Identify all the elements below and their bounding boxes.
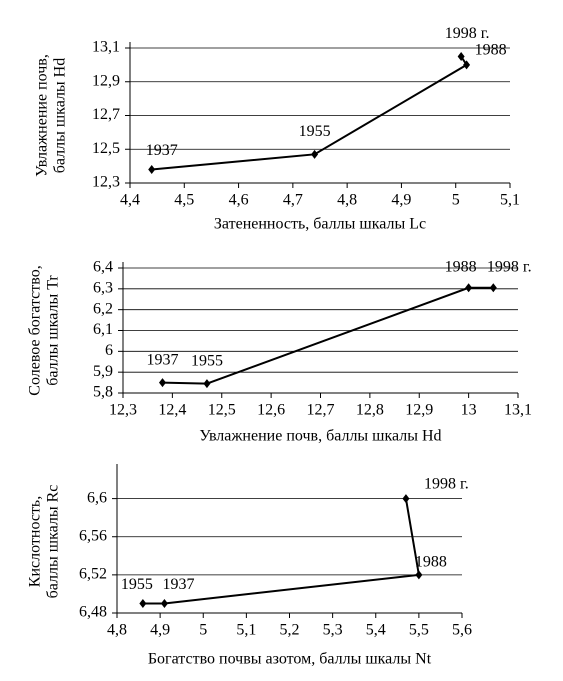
x-tick-label: 4,5 bbox=[174, 192, 194, 209]
point-label: 1988 bbox=[445, 258, 477, 275]
y-tick-label: 5,9 bbox=[93, 363, 113, 380]
y-tick-label: 6,3 bbox=[93, 280, 113, 297]
y-tick-label: 12,7 bbox=[92, 106, 120, 123]
point-label: 1988 bbox=[415, 554, 447, 571]
data-point bbox=[415, 570, 423, 580]
data-point bbox=[160, 598, 168, 608]
y-tick-label: 6,6 bbox=[87, 489, 107, 506]
y-tick-label: 6,48 bbox=[79, 604, 107, 621]
y-tick-label: 6,2 bbox=[93, 300, 113, 317]
data-point bbox=[457, 51, 465, 61]
y-axis-label: Солевое богатство, bbox=[27, 265, 44, 395]
x-tick-label: 12,5 bbox=[208, 402, 236, 419]
point-label: 1937 bbox=[146, 142, 178, 159]
point-label: 1998 г. bbox=[445, 25, 490, 42]
point-label: 1937 bbox=[162, 576, 194, 593]
y-axis-label: Кислотность, bbox=[27, 496, 44, 587]
x-axis-label: Увлажнение почв, баллы шкалы Hd bbox=[199, 428, 441, 445]
y-axis-label: баллы шкалы Rc bbox=[45, 485, 62, 599]
data-point bbox=[311, 149, 319, 159]
y-axis-label: баллы шкалы Tr bbox=[45, 275, 62, 386]
data-point bbox=[148, 165, 156, 174]
x-tick-label: 4,4 bbox=[120, 192, 140, 209]
x-tick-label: 5,2 bbox=[280, 622, 300, 639]
point-label: 1955 bbox=[299, 123, 331, 140]
x-tick-label: 4,8 bbox=[107, 622, 127, 639]
x-axis-label: Затененность, баллы шкалы Lc bbox=[214, 216, 426, 233]
y-tick-label: 12,3 bbox=[92, 174, 120, 191]
y-tick-label: 12,5 bbox=[92, 140, 120, 157]
y-tick-label: 5,8 bbox=[93, 384, 113, 401]
data-line bbox=[142, 498, 421, 605]
x-axis-label: Богатство почвы азотом, баллы шкалы Nt bbox=[148, 651, 432, 668]
y-tick-label: 6,52 bbox=[79, 566, 107, 583]
x-tick-label: 12,7 bbox=[307, 402, 335, 419]
x-tick-label: 12,9 bbox=[405, 402, 433, 419]
point-label: 1988 bbox=[475, 42, 507, 59]
y-axis-label: баллы шкалы Hd bbox=[52, 58, 69, 173]
x-tick-label: 5,1 bbox=[236, 622, 256, 639]
x-tick-label: 4,6 bbox=[229, 192, 249, 209]
x-tick-label: 12,4 bbox=[158, 402, 186, 419]
x-tick-label: 5,5 bbox=[409, 622, 429, 639]
point-label: 1998 г. bbox=[424, 475, 469, 492]
x-tick-label: 5,4 bbox=[366, 622, 386, 639]
data-point bbox=[402, 494, 410, 504]
data-point bbox=[203, 379, 211, 389]
x-tick-label: 4,9 bbox=[391, 192, 411, 209]
data-point bbox=[489, 283, 497, 293]
y-tick-label: 6 bbox=[105, 342, 113, 359]
data-point bbox=[465, 283, 473, 293]
data-line bbox=[151, 55, 468, 171]
x-tick-label: 4,9 bbox=[150, 622, 170, 639]
point-label: 1998 г. bbox=[487, 258, 532, 275]
data-point bbox=[463, 60, 471, 70]
x-tick-label: 5,1 bbox=[500, 192, 520, 209]
x-tick-label: 12,3 bbox=[109, 402, 137, 419]
point-label: 1937 bbox=[147, 351, 179, 368]
point-label: 1955 bbox=[191, 352, 223, 369]
y-tick-label: 13,1 bbox=[92, 39, 120, 56]
point-label: 1955 bbox=[121, 576, 153, 593]
x-tick-label: 4,8 bbox=[337, 192, 357, 209]
x-tick-label: 4,7 bbox=[283, 192, 303, 209]
x-tick-label: 13 bbox=[461, 402, 477, 419]
x-tick-label: 5,6 bbox=[452, 622, 472, 639]
x-tick-label: 5,3 bbox=[323, 622, 343, 639]
y-tick-label: 6,4 bbox=[93, 259, 113, 276]
x-tick-label: 5 bbox=[199, 622, 207, 639]
x-tick-label: 12,6 bbox=[257, 402, 285, 419]
y-tick-label: 6,1 bbox=[93, 321, 113, 338]
x-tick-label: 5 bbox=[452, 192, 460, 209]
data-line bbox=[162, 286, 494, 385]
x-tick-label: 12,8 bbox=[356, 402, 384, 419]
y-tick-label: 12,9 bbox=[92, 72, 120, 89]
y-axis-label: Увлажнение почв, bbox=[34, 54, 51, 177]
data-point bbox=[139, 598, 147, 608]
x-tick-label: 13,1 bbox=[504, 402, 532, 419]
y-tick-label: 6,56 bbox=[79, 527, 107, 544]
data-point bbox=[159, 378, 166, 388]
